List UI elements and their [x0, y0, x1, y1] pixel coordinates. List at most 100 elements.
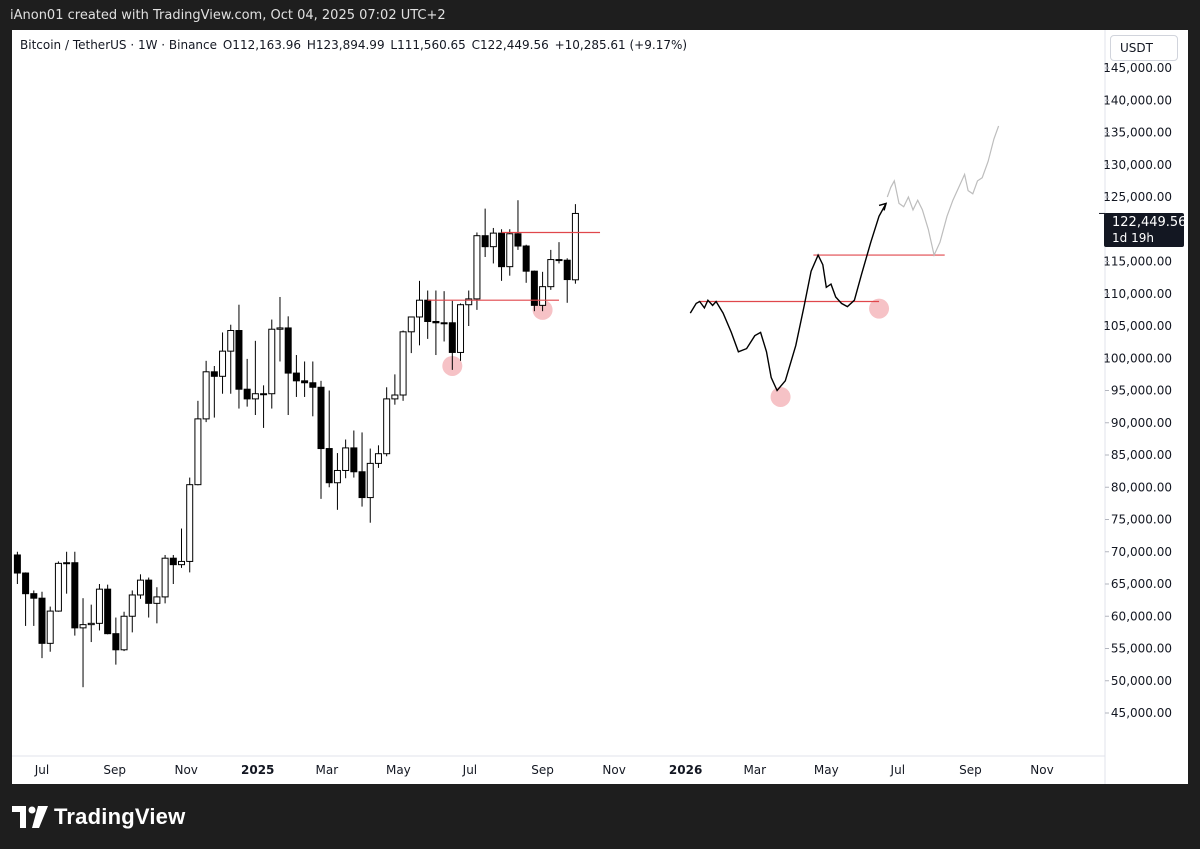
y-tick-label: 50,000.00 — [1111, 674, 1172, 688]
candle-up — [260, 393, 268, 396]
x-tick-label: Sep — [959, 763, 982, 777]
candle-up — [161, 557, 169, 598]
x-tick-label: Sep — [531, 763, 554, 777]
x-tick-label: Jul — [890, 763, 905, 777]
candle-up — [268, 328, 276, 395]
x-tick-label: May — [814, 763, 839, 777]
x-tick-label: 2025 — [241, 763, 274, 777]
candle-up — [136, 579, 144, 596]
x-tick-label: Nov — [1030, 763, 1053, 777]
candle-up — [333, 469, 341, 484]
candle-up — [539, 286, 547, 306]
candle-down — [292, 372, 300, 382]
candle-down — [243, 388, 251, 400]
x-tick-label: Mar — [316, 763, 339, 777]
candle-down — [30, 593, 38, 599]
candle-up — [391, 394, 399, 400]
y-tick-label: 45,000.00 — [1111, 706, 1172, 720]
symbol-info: Bitcoin / TetherUS · 1W · Binance O112,1… — [20, 38, 689, 52]
candle-up — [440, 322, 448, 325]
candle-up — [194, 418, 202, 486]
candle-down — [235, 330, 243, 390]
candle-down — [358, 471, 366, 499]
candle-up — [227, 330, 235, 352]
candle-down — [104, 588, 112, 635]
candle-up — [399, 331, 407, 396]
candle-up — [374, 453, 382, 464]
y-tick-label: 135,000.00 — [1103, 126, 1172, 140]
header-bar: iAnon01 created with TradingView.com, Oc… — [0, 0, 1200, 30]
candle-up — [186, 484, 194, 562]
candle-down — [112, 633, 120, 651]
x-tick-label: Sep — [103, 763, 126, 777]
candle-down — [13, 554, 21, 574]
projection-arrowhead — [878, 202, 888, 211]
candle-down — [481, 235, 489, 248]
tradingview-logo[interactable]: TradingView — [12, 804, 185, 830]
candle-up — [465, 298, 473, 306]
y-tick-label: 100,000.00 — [1103, 351, 1172, 365]
y-tick-label: 95,000.00 — [1111, 384, 1172, 398]
candle-down — [38, 597, 46, 644]
candle-up — [489, 232, 497, 248]
y-tick-label: 130,000.00 — [1103, 158, 1172, 172]
candle-up — [506, 233, 514, 268]
candle-up — [571, 212, 579, 281]
y-tick-label: 125,000.00 — [1103, 190, 1172, 204]
y-tick-label: 140,000.00 — [1103, 93, 1172, 107]
x-tick-label: Jul — [34, 763, 49, 777]
y-tick-label: 145,000.00 — [1103, 61, 1172, 75]
currency-selector[interactable]: USDT — [1110, 35, 1178, 61]
candle-up — [366, 462, 374, 499]
candle-up — [178, 560, 186, 566]
candle-up — [219, 350, 227, 377]
candle-down — [432, 320, 440, 324]
candle-up — [276, 327, 284, 330]
candle-down — [530, 270, 538, 306]
x-tick-label: Jul — [462, 763, 477, 777]
candle-down — [448, 322, 456, 353]
candle-up — [79, 624, 87, 629]
chart-panel[interactable]: 145,000.00 140,000.00 135,000.00 130,000.00… — [12, 30, 1188, 784]
candle-down — [350, 447, 358, 473]
ohlc-change: +10,285.61 (+9.17%) — [554, 38, 688, 52]
candle-down — [71, 562, 79, 629]
candle-down — [301, 380, 309, 384]
candle-up — [120, 615, 128, 651]
y-tick-label: 110,000.00 — [1103, 287, 1172, 301]
candle-down — [284, 327, 292, 374]
x-tick-label: May — [386, 763, 411, 777]
ohlc-high: H123,894.99 — [306, 38, 385, 52]
candle-up — [95, 588, 103, 624]
y-tick-label: 85,000.00 — [1111, 448, 1172, 462]
attribution-text: iAnon01 created with TradingView.com, Oc… — [10, 8, 446, 23]
y-tick-label: 75,000.00 — [1111, 513, 1172, 527]
symbol-name[interactable]: Bitcoin / TetherUS · 1W · Binance — [20, 38, 218, 52]
candle-down — [317, 386, 325, 450]
x-tick-label: Nov — [602, 763, 625, 777]
y-tick-label: 65,000.00 — [1111, 577, 1172, 591]
ohlc-close: C122,449.56 — [471, 38, 549, 52]
ohlc-low: L111,560.65 — [390, 38, 466, 52]
y-tick-label: 70,000.00 — [1111, 545, 1172, 559]
pivot-marker — [869, 298, 890, 319]
last-price-value: 122,449.56 — [1112, 215, 1187, 230]
candle-up — [46, 610, 54, 644]
candle-down — [309, 382, 317, 388]
x-tick-label: 2026 — [669, 763, 702, 777]
candle-up — [251, 393, 259, 400]
candle-up — [547, 259, 555, 288]
candle-up — [407, 316, 415, 333]
candle-down — [22, 572, 30, 595]
candle-down — [145, 579, 153, 604]
x-tick-label: Mar — [743, 763, 766, 777]
price-chart[interactable]: 145,000.00 140,000.00 135,000.00 130,000.00… — [12, 30, 1188, 784]
tradingview-logo-icon — [12, 806, 48, 828]
candle-down — [325, 448, 333, 484]
candle-up — [383, 398, 391, 455]
candle-up — [457, 304, 465, 353]
projection-faded-line — [886, 125, 1000, 257]
candle-down — [522, 245, 530, 272]
candle-down — [555, 259, 563, 262]
pivot-marker — [770, 386, 791, 407]
